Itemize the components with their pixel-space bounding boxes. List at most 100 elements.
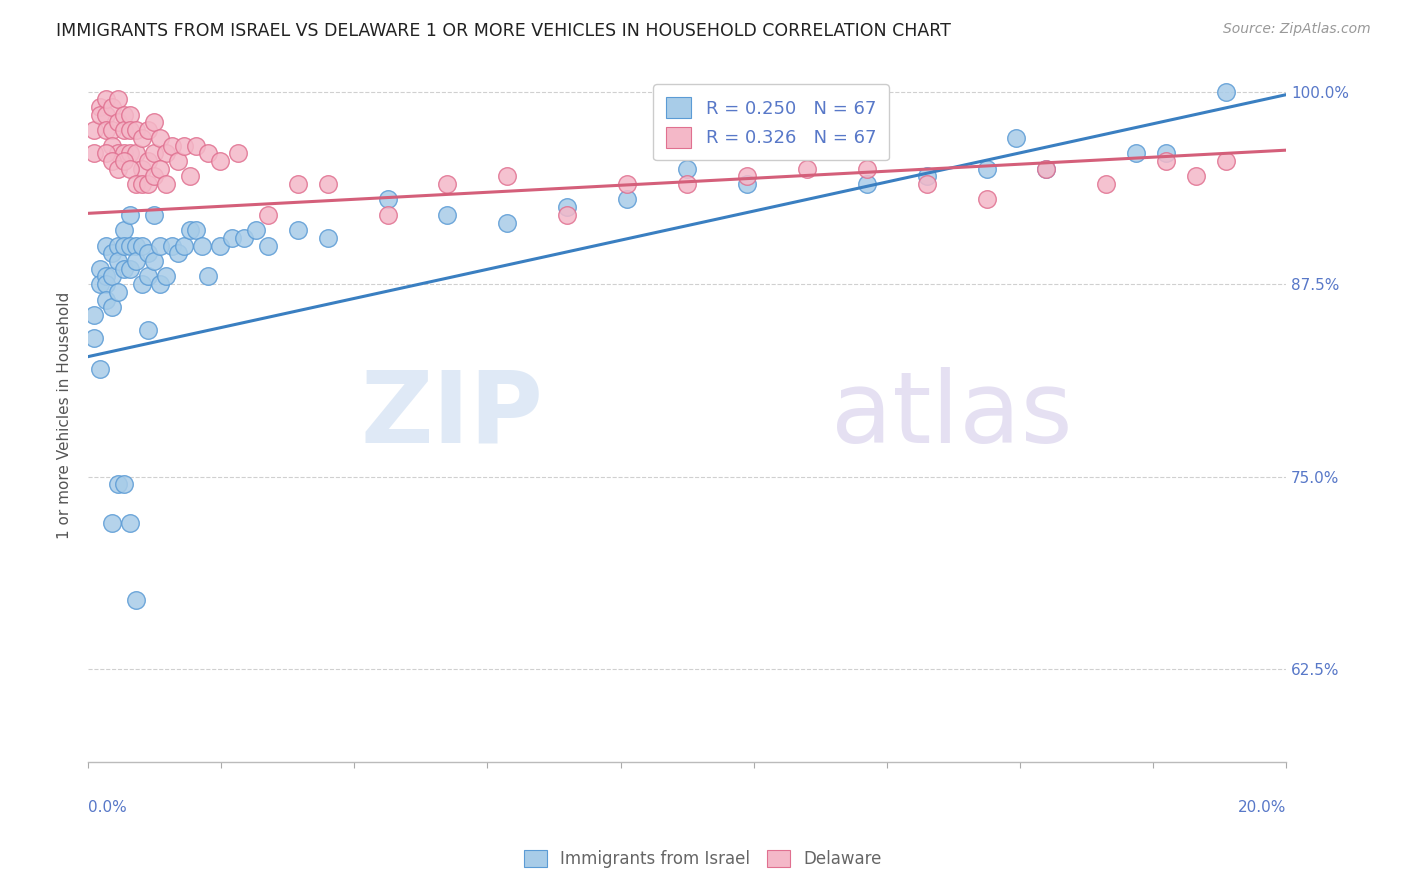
Point (221, 231, 243, 245)
Point (616, 177, 638, 191)
Point (101, 138, 124, 153)
Point (1095, 177, 1118, 191)
Point (136, 323, 159, 337)
Point (796, 161, 818, 176)
Point (855, 161, 877, 176)
Point (143, 254, 166, 268)
Point (94, 108, 117, 122)
Point (245, 223, 267, 237)
Text: 20.0%: 20.0% (1237, 800, 1286, 815)
Text: atlas: atlas (831, 367, 1073, 464)
Point (107, 477, 129, 491)
Point (316, 177, 339, 191)
Point (94, 92, 117, 106)
Point (676, 161, 699, 176)
Point (120, 516, 142, 530)
Point (136, 123, 159, 137)
Point (136, 153, 159, 168)
Point (112, 146, 135, 161)
Point (173, 138, 195, 153)
Point (1215, 85, 1237, 99)
Point (107, 92, 129, 106)
Point (89, 277, 111, 292)
Point (855, 177, 877, 191)
Point (112, 123, 135, 137)
Point (1125, 146, 1147, 161)
Point (256, 238, 278, 252)
Point (1035, 161, 1057, 176)
Point (555, 208, 578, 222)
Point (120, 238, 142, 252)
Point (1154, 146, 1177, 161)
Point (976, 161, 998, 176)
Point (107, 115, 129, 129)
Point (155, 177, 177, 191)
Point (735, 169, 758, 184)
Point (191, 238, 214, 252)
Point (83, 308, 105, 322)
Point (197, 146, 219, 161)
Point (112, 108, 135, 122)
Point (94, 238, 117, 252)
Point (101, 269, 124, 284)
Point (496, 216, 519, 230)
Point (101, 100, 124, 114)
Text: ZIP: ZIP (360, 367, 543, 464)
Point (125, 123, 148, 137)
Point (131, 161, 153, 176)
Point (149, 238, 172, 252)
Point (120, 108, 142, 122)
Point (107, 238, 129, 252)
Point (179, 169, 201, 184)
Point (436, 208, 458, 222)
Point (101, 516, 124, 530)
Point (256, 208, 278, 222)
Legend: Immigrants from Israel, Delaware: Immigrants from Israel, Delaware (517, 843, 889, 875)
Point (287, 223, 309, 237)
Legend: R = 0.250   N = 67, R = 0.326   N = 67: R = 0.250 N = 67, R = 0.326 N = 67 (654, 85, 889, 161)
Point (149, 161, 172, 176)
Point (915, 177, 938, 191)
Point (89, 100, 111, 114)
Point (616, 193, 638, 207)
Point (125, 238, 148, 252)
Point (101, 246, 124, 260)
Point (287, 177, 309, 191)
Point (131, 277, 153, 292)
Point (155, 146, 177, 161)
Point (143, 115, 166, 129)
Point (94, 146, 117, 161)
Point (143, 169, 166, 184)
Point (676, 177, 699, 191)
Point (112, 261, 135, 276)
Point (1215, 153, 1237, 168)
Point (107, 146, 129, 161)
Point (1185, 169, 1208, 184)
Point (101, 153, 124, 168)
Point (232, 231, 254, 245)
Point (1005, 131, 1028, 145)
Point (131, 131, 153, 145)
Point (120, 161, 142, 176)
Point (120, 261, 142, 276)
Point (555, 200, 578, 214)
Point (94, 123, 117, 137)
Point (436, 177, 458, 191)
Point (107, 161, 129, 176)
Point (496, 169, 519, 184)
Point (131, 177, 153, 191)
Point (184, 223, 207, 237)
Point (143, 208, 166, 222)
Text: IMMIGRANTS FROM ISRAEL VS DELAWARE 1 OR MORE VEHICLES IN HOUSEHOLD CORRELATION C: IMMIGRANTS FROM ISRAEL VS DELAWARE 1 OR … (56, 22, 950, 40)
Point (89, 261, 111, 276)
Point (94, 277, 117, 292)
Point (125, 593, 148, 607)
Point (131, 238, 153, 252)
Point (94, 293, 117, 307)
Point (136, 269, 159, 284)
Text: 0.0%: 0.0% (89, 800, 127, 815)
Point (125, 254, 148, 268)
Point (83, 331, 105, 345)
Point (125, 146, 148, 161)
Point (149, 277, 172, 292)
